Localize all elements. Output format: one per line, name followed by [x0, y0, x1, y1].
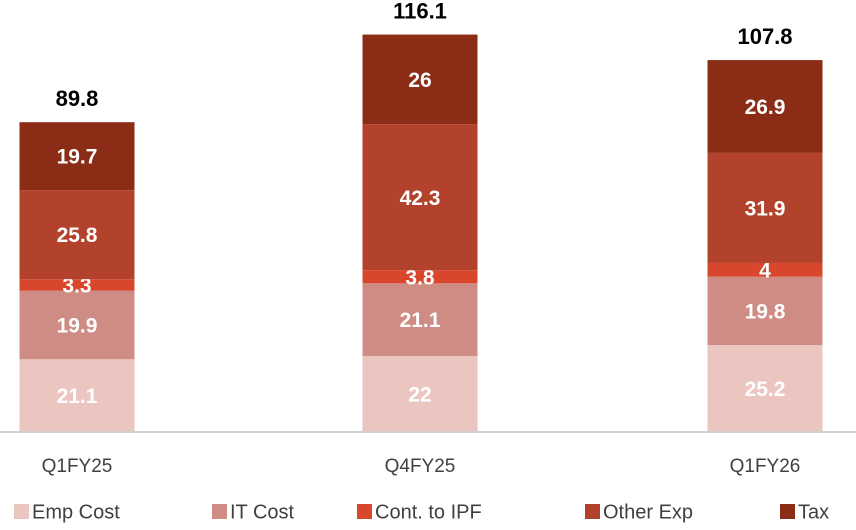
segment-label: 4 — [759, 259, 771, 282]
bar-segment — [707, 262, 823, 277]
segment-label: 25.8 — [57, 224, 98, 247]
x-tick-label: Q1FY26 — [730, 456, 801, 477]
bar-segment — [19, 122, 135, 191]
segment-label: 25.2 — [745, 378, 786, 401]
segment-label: 21.1 — [400, 309, 441, 332]
legend-label: Cont. to IPF — [375, 501, 482, 523]
bar-segment — [362, 270, 478, 284]
x-tick-label: Q1FY25 — [42, 456, 113, 477]
segment-label: 3.8 — [405, 266, 435, 289]
bar-segment — [362, 124, 478, 271]
legend-label: Other Exp — [603, 501, 693, 523]
total-label: 116.1 — [393, 0, 447, 23]
total-label: 89.8 — [56, 86, 99, 111]
bar-segment — [707, 345, 823, 432]
legend-swatch — [212, 504, 227, 519]
bar-segment — [707, 60, 823, 153]
legend-label: Tax — [798, 501, 829, 523]
total-label: 107.8 — [737, 24, 792, 49]
segment-label: 19.7 — [57, 146, 98, 169]
segment-label: 31.9 — [745, 197, 786, 220]
segment-label: 19.9 — [57, 314, 98, 337]
legend-swatch — [14, 504, 29, 519]
legend-label: IT Cost — [230, 501, 295, 523]
segment-label: 21.1 — [57, 385, 98, 408]
segment-label: 22 — [408, 384, 431, 407]
segment-label: 26 — [408, 69, 431, 92]
bar-segment — [707, 152, 823, 263]
segment-label: 3.3 — [62, 274, 91, 297]
bar-segment — [362, 356, 478, 432]
bar-segment — [19, 190, 135, 280]
bar-segment — [19, 359, 135, 432]
segment-label: 26.9 — [745, 96, 786, 119]
bar-segment — [707, 276, 823, 346]
legend-swatch — [357, 504, 372, 519]
bar-segment — [362, 283, 478, 357]
x-tick-label: Q4FY25 — [385, 456, 456, 477]
legend-swatch — [585, 504, 600, 519]
bar-segment — [19, 290, 135, 360]
legend-swatch — [780, 504, 795, 519]
legend-label: Emp Cost — [32, 501, 120, 523]
bar-segment — [19, 279, 135, 291]
segment-label: 42.3 — [400, 187, 441, 210]
segment-label: 19.8 — [745, 300, 786, 323]
bar-segment — [362, 34, 478, 125]
